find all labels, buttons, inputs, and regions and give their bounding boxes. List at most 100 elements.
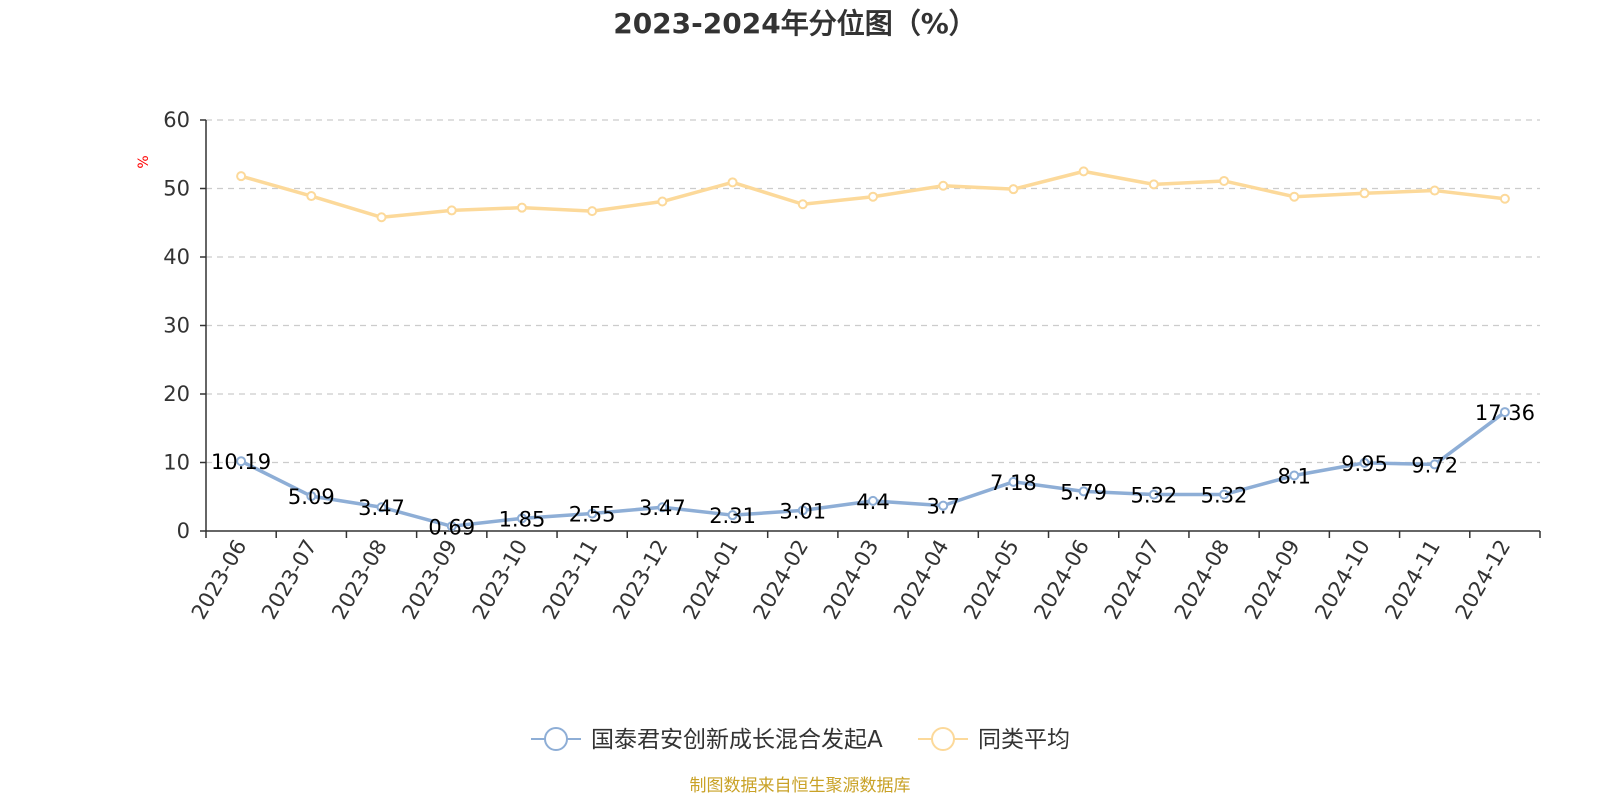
series-2 [236,166,1510,223]
x-tick-labels: 2023-06 2023-07 2023-08 2023-09 2023-10 2023-… [187,535,1515,623]
series-1 [236,407,1510,532]
data-point[interactable] [1148,489,1159,500]
data-label: 3.7 [927,495,960,519]
data-point[interactable] [1008,476,1019,487]
y-tick-label: 0 [177,519,190,543]
legend-label: 国泰君安创新成长混合发起A [591,727,883,753]
y-tick-label: 60 [163,108,190,132]
data-point[interactable] [1219,489,1230,500]
data-label: 8.1 [1278,465,1311,489]
data-point[interactable] [938,180,949,191]
grid-lines [206,119,1540,464]
data-point[interactable] [306,491,317,502]
data-label: 2.55 [569,503,616,527]
data-labels: 10.19 5.09 3.47 0.69 1.85 2.55 3.47 2.31 3.01 4.4… [211,401,1535,539]
series-layer [236,166,1510,532]
x-tick-label: 2024-09 [1240,536,1305,624]
data-point[interactable] [1499,193,1510,204]
data-point[interactable] [1008,184,1019,195]
x-tick-label: 2023-12 [608,536,673,624]
data-label: 9.95 [1341,452,1388,476]
y-tick-labels: 0 10 20 30 40 50 60 [163,108,190,543]
data-point[interactable] [1359,457,1370,468]
x-tick-label: 2024-01 [678,536,743,624]
data-point[interactable] [1219,175,1230,186]
data-point[interactable] [657,502,668,513]
data-point[interactable] [306,191,317,202]
data-point[interactable] [1078,166,1089,177]
data-point[interactable] [446,521,457,532]
y-tick-label: 10 [163,451,190,475]
axes [200,119,1541,538]
data-label: 4.4 [856,490,889,514]
data-point[interactable] [516,513,527,524]
source-note: 制图数据来自恒生聚源数据库 [690,776,911,796]
data-label: 5.32 [1130,484,1177,508]
x-tick-label: 2023-08 [327,536,392,624]
y-tick-label: 20 [163,382,190,406]
data-label: 3.47 [639,496,686,520]
y-tick-label: 40 [163,245,190,269]
data-label: 2.31 [709,504,756,528]
data-point[interactable] [657,196,668,207]
data-label: 5.32 [1201,484,1248,508]
data-point[interactable] [1078,486,1089,497]
x-tick-label: 2024-12 [1451,536,1516,624]
x-tick-label: 2023-06 [187,536,252,624]
x-tick-label: 2024-10 [1310,536,1375,624]
data-label: 5.79 [1060,480,1107,504]
legend-label: 同类平均 [978,727,1070,753]
legend-item-1[interactable]: 国泰君安创新成长混合发起A [531,727,883,753]
data-label: 3.47 [358,496,405,520]
data-label: 3.01 [779,499,826,523]
data-point[interactable] [938,500,949,511]
x-tick-label: 2024-06 [1029,536,1094,624]
data-point[interactable] [376,502,387,513]
x-tick-label: 2024-03 [819,536,884,624]
data-label: 9.72 [1411,453,1458,477]
data-point[interactable] [868,191,878,202]
y-tick-label: 30 [163,314,190,338]
x-tick-label: 2024-07 [1100,536,1165,624]
x-tick-label: 2023-09 [397,536,462,624]
data-label: 17.36 [1475,401,1535,425]
x-tick-label: 2024-04 [889,535,954,623]
data-point[interactable] [1289,470,1300,481]
legend-item-2[interactable]: 同类平均 [918,727,1070,753]
y-axis-label: % [136,155,152,168]
data-point[interactable] [1359,188,1370,199]
x-tick-label: 2023-07 [257,536,322,624]
x-tick-label: 2024-11 [1380,536,1445,624]
data-label: 5.09 [288,485,335,509]
data-point[interactable] [727,510,738,521]
data-point[interactable] [1289,191,1300,202]
x-tick-label: 2023-11 [538,536,603,624]
data-point[interactable] [1429,185,1440,196]
data-point[interactable] [236,171,247,182]
legend[interactable]: 国泰君安创新成长混合发起A 同类平均 [531,727,1070,753]
x-tick-label: 2024-05 [959,536,1024,624]
data-point[interactable] [587,508,598,519]
data-point[interactable] [797,199,808,210]
data-point[interactable] [1429,459,1440,470]
data-label: 7.18 [990,471,1037,495]
legend-marker [544,727,568,751]
data-label: 1.85 [499,507,546,531]
x-tick-label: 2024-02 [748,536,813,624]
data-point[interactable] [797,505,808,516]
chart-title: 2023-2024年分位图（%） [613,7,977,40]
x-tick-label: 2024-08 [1170,536,1235,624]
data-point[interactable] [1499,407,1510,418]
data-point[interactable] [376,212,387,223]
data-point[interactable] [587,206,598,217]
data-point[interactable] [727,177,738,188]
data-point[interactable] [868,495,878,506]
data-label: 0.69 [428,515,475,539]
data-label: 10.19 [211,450,271,474]
y-tick-label: 50 [163,177,190,201]
data-point[interactable] [1148,179,1159,190]
data-point[interactable] [446,205,457,216]
data-point[interactable] [516,202,527,213]
data-point[interactable] [236,456,247,467]
